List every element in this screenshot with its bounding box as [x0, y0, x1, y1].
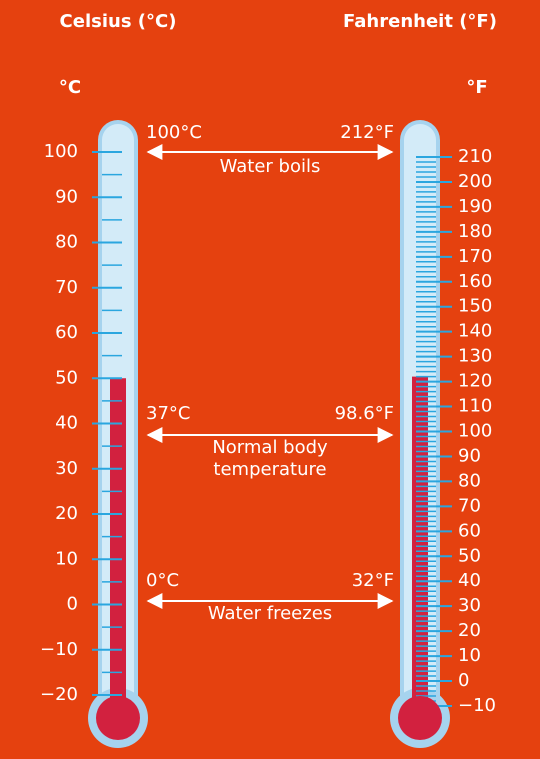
tick-label: 170 — [458, 246, 492, 267]
tick-label: 10 — [458, 645, 481, 666]
annotation-text: Normal body — [212, 437, 328, 458]
annotation-fahrenheit: 98.6°F — [335, 403, 394, 424]
tick-label: 100 — [44, 141, 78, 162]
annotation-celsius: 0°C — [146, 570, 179, 591]
scales: 1009080706050403020100−10−20210200190180… — [40, 141, 496, 718]
tick-label: 150 — [458, 296, 492, 317]
tick-label: 70 — [458, 495, 481, 516]
annotation-text: Water freezes — [208, 603, 332, 624]
tick-label: 50 — [458, 545, 481, 566]
tick-label: 30 — [55, 458, 78, 479]
tick-label: 0 — [458, 670, 469, 691]
tick-label: 200 — [458, 171, 492, 192]
tick-label: −20 — [40, 684, 78, 705]
celsius-bulb — [96, 696, 140, 740]
tick-label: 80 — [55, 232, 78, 253]
tick-label: 60 — [55, 322, 78, 343]
tick-label: 140 — [458, 321, 492, 342]
celsius-header: Celsius (°C) — [60, 11, 177, 32]
annotation-celsius: 100°C — [146, 122, 202, 143]
fahrenheit-header: Fahrenheit (°F) — [343, 11, 497, 32]
annotation-text: Water boils — [220, 156, 321, 177]
tick-label: 80 — [458, 470, 481, 491]
tick-label: 130 — [458, 346, 492, 367]
fahrenheit-bulb — [398, 696, 442, 740]
tick-label: 20 — [458, 620, 481, 641]
fahrenheit-unit: °F — [466, 77, 487, 98]
tick-label: 40 — [55, 413, 78, 434]
tick-label: 30 — [458, 595, 481, 616]
tick-label: 60 — [458, 520, 481, 541]
annotation-fahrenheit: 212°F — [340, 122, 394, 143]
tick-label: 40 — [458, 570, 481, 591]
tick-label: −10 — [458, 695, 496, 716]
tick-label: 190 — [458, 196, 492, 217]
tick-label: 120 — [458, 371, 492, 392]
tick-label: 0 — [67, 594, 78, 615]
annotation-fahrenheit: 32°F — [352, 570, 394, 591]
celsius-unit: °C — [59, 77, 81, 98]
tick-label: 160 — [458, 271, 492, 292]
tick-label: 90 — [55, 186, 78, 207]
tick-label: 110 — [458, 396, 492, 417]
tick-label: 50 — [55, 367, 78, 388]
tick-label: 10 — [55, 548, 78, 569]
tick-label: −10 — [40, 639, 78, 660]
tick-label: 210 — [458, 146, 492, 167]
annotation-text: temperature — [213, 459, 326, 480]
mercury — [110, 378, 126, 718]
tick-label: 70 — [55, 277, 78, 298]
tick-label: 20 — [55, 503, 78, 524]
tick-label: 90 — [458, 445, 481, 466]
tick-label: 180 — [458, 221, 492, 242]
tick-label: 100 — [458, 421, 492, 442]
annotation-celsius: 37°C — [146, 403, 190, 424]
